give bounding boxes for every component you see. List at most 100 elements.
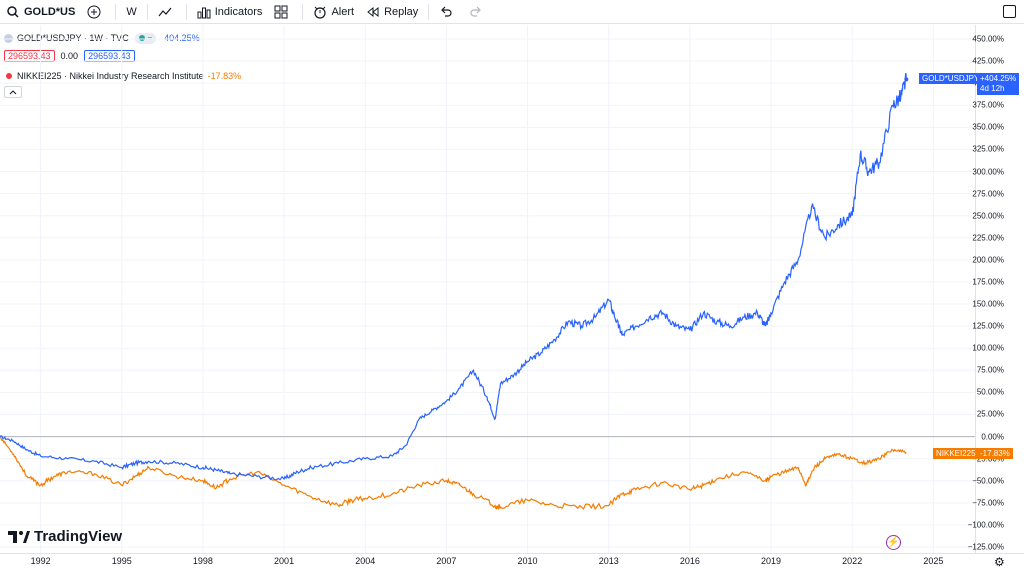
compare-change: -17.83%	[207, 71, 242, 81]
sell-price[interactable]: 296593.43	[4, 50, 55, 62]
nikkei-value-tag: -17.83%	[977, 448, 1013, 459]
separator	[185, 3, 187, 20]
y-tick-label: 325.00%	[972, 144, 1004, 154]
y-tick-label: 450.00%	[972, 34, 1004, 44]
tradingview-logo[interactable]: TradingView	[8, 528, 122, 545]
y-tick-label: −50.00%	[972, 476, 1004, 486]
gold-value: +404.25%	[980, 74, 1017, 83]
compare-button[interactable]	[81, 1, 111, 23]
y-tick-label: 275.00%	[972, 189, 1004, 199]
legend: GOLD*USDJPY · 1W · TVC ≈ 404.25% 296593.…	[4, 30, 241, 98]
legend-price-row: 296593.43 0.00 296593.43	[4, 48, 241, 64]
undo-icon	[441, 6, 452, 17]
alert-label: Alert	[331, 5, 355, 18]
y-tick-label: 25.00%	[976, 409, 1004, 419]
y-tick-label: 375.00%	[972, 100, 1004, 110]
gold-last-point	[904, 77, 909, 82]
alarm-clock-icon	[314, 6, 327, 19]
gold-countdown: 4d 12h	[980, 84, 1005, 93]
symbol-logo-icon	[4, 33, 13, 43]
rewind-icon	[367, 6, 379, 17]
x-tick-label: 2007	[436, 556, 457, 566]
buy-price[interactable]: 296593.43	[84, 50, 135, 62]
settings-gear-icon[interactable]: ⚙	[994, 555, 1005, 569]
toggle-switch[interactable]: ≈	[134, 32, 157, 44]
toggle-symbol: ≈	[147, 33, 153, 43]
x-tick-label: 2019	[761, 556, 782, 566]
line-chart-icon	[158, 7, 172, 16]
y-tick-label: −125.00%	[967, 542, 1004, 552]
y-tick-label: 200.00%	[972, 255, 1004, 265]
y-tick-label: 175.00%	[972, 277, 1004, 287]
collapse-legend-button[interactable]	[4, 86, 22, 98]
price-axis-border	[975, 25, 976, 553]
status-dot-icon	[138, 35, 145, 41]
y-tick-label: 125.00%	[972, 321, 1004, 331]
redo-button[interactable]	[463, 1, 493, 23]
y-tick-label: 150.00%	[972, 299, 1004, 309]
gold-value-tag: +404.25% 4d 12h	[977, 73, 1020, 95]
search-icon	[7, 5, 19, 18]
x-tick-label: 2004	[355, 556, 376, 566]
redo-icon	[470, 6, 482, 17]
separator	[115, 3, 117, 20]
alert-button[interactable]: Alert	[307, 1, 360, 23]
x-tick-label: 2001	[274, 556, 295, 566]
x-tick-label: 1992	[30, 556, 51, 566]
interval-label: W	[126, 5, 137, 18]
y-tick-label: 350.00%	[972, 122, 1004, 132]
y-tick-label: −75.00%	[972, 498, 1004, 508]
chevron-up-icon	[9, 90, 17, 95]
lightning-icon[interactable]: ⚡	[886, 535, 901, 550]
logo-text: TradingView	[34, 528, 123, 545]
y-tick-label: 100.00%	[972, 343, 1004, 353]
symbol-search[interactable]: GOLD*US	[0, 1, 81, 23]
x-tick-label: 1995	[111, 556, 132, 566]
x-tick-label: 1998	[192, 556, 213, 566]
indicators-icon	[197, 7, 211, 18]
y-tick-label: 75.00%	[976, 365, 1004, 375]
undo-button[interactable]	[433, 1, 463, 23]
tradingview-logo-icon	[8, 530, 30, 543]
legend-main-row[interactable]: GOLD*USDJPY · 1W · TVC ≈ 404.25%	[4, 30, 241, 46]
fullscreen-icon[interactable]	[1003, 5, 1016, 18]
main-change: 404.25%	[164, 33, 200, 43]
time-axis-border	[0, 553, 1024, 554]
y-tick-label: 50.00%	[976, 387, 1004, 397]
y-tick-label: −100.00%	[967, 520, 1004, 530]
main-series-title: GOLD*USDJPY · 1W · TVC	[17, 33, 129, 43]
gold-series-line	[0, 72, 907, 481]
separator	[428, 3, 430, 20]
x-tick-label: 2022	[842, 556, 863, 566]
symbol-label: GOLD*US	[24, 5, 76, 18]
layout-button[interactable]	[268, 1, 298, 23]
nikkei-series-line	[0, 436, 907, 511]
replay-label: Replay	[384, 5, 419, 18]
indicators-label: Indicators	[214, 5, 263, 18]
x-tick-label: 2016	[679, 556, 700, 566]
replay-button[interactable]: Replay	[360, 1, 424, 23]
top-toolbar: GOLD*US W Indicators Alert Replay	[0, 0, 1024, 24]
indicators-button[interactable]: Indicators	[191, 1, 269, 23]
compare-dot-icon	[6, 73, 12, 79]
gold-name-tag: GOLD*USDJPY	[919, 73, 983, 84]
plus-circle-icon	[87, 5, 101, 18]
legend-compare-row[interactable]: NIKKEI225 · Nikkei Industry Research Ins…	[4, 68, 241, 84]
interval-button[interactable]: W	[120, 1, 142, 23]
grid	[0, 25, 975, 553]
separator	[146, 3, 148, 20]
x-tick-label: 2013	[598, 556, 619, 566]
y-tick-label: 250.00%	[972, 211, 1004, 221]
nikkei-name-tag: NIKKEI225	[933, 448, 979, 459]
y-tick-label: 425.00%	[972, 56, 1004, 66]
chart-type-button[interactable]	[152, 1, 182, 23]
y-tick-label: 300.00%	[972, 167, 1004, 177]
compare-series-title: NIKKEI225 · Nikkei Industry Research Ins…	[17, 71, 204, 81]
separator	[302, 3, 304, 20]
y-tick-label: 0.00%	[981, 432, 1004, 442]
x-tick-label: 2010	[517, 556, 538, 566]
y-tick-label: 225.00%	[972, 233, 1004, 243]
grid-icon	[274, 5, 288, 18]
spread-value: 0.00	[60, 51, 79, 61]
x-tick-label: 2025	[923, 556, 944, 566]
